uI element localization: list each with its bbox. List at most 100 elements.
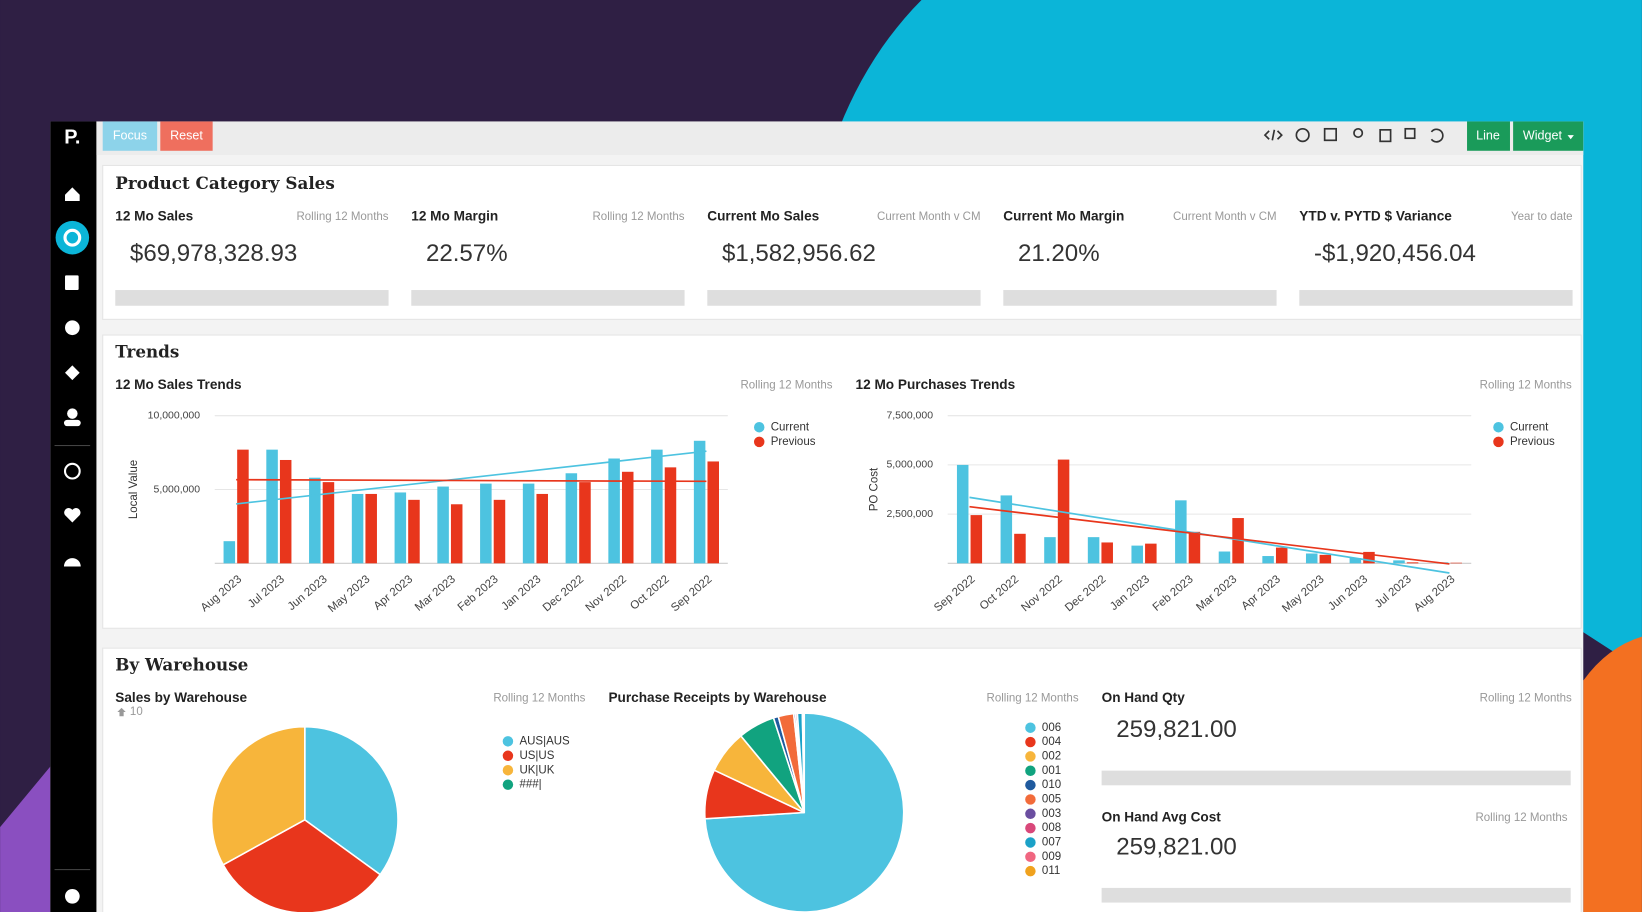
bar: [707, 461, 719, 564]
legend-label: UK|UK: [519, 764, 554, 776]
line-button-label[interactable]: Line: [1476, 128, 1500, 142]
bar: [309, 477, 321, 564]
legend-marker: [1493, 436, 1504, 448]
kpi-subtitle: Rolling 12 Months: [1480, 692, 1572, 704]
icon-dashboard[interactable]: [55, 220, 90, 255]
bar: [1232, 518, 1244, 564]
chart-subtitle: Rolling 12 Months: [493, 692, 585, 704]
focus-button[interactable]: [102, 121, 158, 151]
legend-label: 009: [1042, 851, 1061, 863]
kpi-title: 12 Mo Margin: [411, 208, 498, 223]
panel: [102, 334, 1582, 629]
icon-refresh[interactable]: [1430, 128, 1444, 143]
bar: [664, 467, 677, 564]
icon-history[interactable]: [63, 462, 81, 480]
bar: [1406, 562, 1419, 564]
icon-gauge[interactable]: [63, 558, 81, 567]
sidebar-divider: [54, 869, 91, 871]
widget-caret: [1567, 135, 1574, 140]
y-tick-label: 5,000,000: [886, 460, 933, 471]
bar: [1087, 537, 1100, 564]
legend-marker: [502, 779, 514, 790]
bar: [1262, 556, 1274, 564]
kpi-subtitle: Current Month v CM: [1173, 211, 1277, 223]
line-button[interactable]: [1467, 121, 1510, 151]
legend-marker: [1025, 865, 1036, 877]
bar: [322, 482, 335, 564]
kpi-bar: [1003, 290, 1277, 306]
kpi-subtitle: Rolling 12 Months: [593, 211, 685, 223]
legend-label: 010: [1042, 779, 1061, 791]
legend-marker: [1025, 779, 1036, 791]
kpi-subtitle: Rolling 12 Months: [1476, 812, 1568, 824]
kpi-value: 259,821.00: [1116, 716, 1237, 743]
section-title: Product Category Sales: [115, 173, 335, 193]
icon-info[interactable]: [65, 888, 80, 904]
icon-tags[interactable]: [65, 365, 80, 381]
kpi-value: $1,582,956.62: [722, 240, 876, 267]
legend-label: 007: [1042, 837, 1061, 849]
icon-code[interactable]: [1263, 129, 1283, 141]
legend-label: 004: [1042, 736, 1062, 748]
bar: [365, 493, 377, 564]
chart-title: Sales by Warehouse: [115, 690, 247, 705]
icon-print[interactable]: [1323, 127, 1337, 142]
pie-slice: [304, 725, 399, 876]
y-tick-label: 5,000,000: [154, 484, 201, 495]
trend-line: [236, 478, 707, 483]
y-axis-label: Local Value: [128, 460, 140, 519]
section-title: By Warehouse: [115, 654, 248, 674]
icon-trash[interactable]: [1379, 128, 1392, 143]
y-tick-label: 10,000,000: [148, 410, 201, 421]
icon-home[interactable]: [65, 187, 80, 202]
bar: [608, 458, 620, 564]
legend-label: 002: [1042, 750, 1061, 762]
icon-person[interactable]: [1353, 127, 1364, 139]
kpi-value: 259,821.00: [1116, 833, 1237, 860]
icon-favorites[interactable]: [64, 508, 81, 523]
kpi-subtitle: Year to date: [1511, 211, 1573, 223]
bar: [408, 499, 420, 564]
pie-slice: [210, 725, 306, 866]
kpi-bar: [411, 290, 685, 306]
reset-button[interactable]: [160, 121, 213, 151]
bar: [1188, 531, 1201, 564]
widget-button-label[interactable]: Widget: [1523, 128, 1563, 142]
icon-user-body: [63, 419, 81, 427]
bar: [1275, 547, 1288, 564]
icon-copy[interactable]: [1404, 127, 1416, 140]
icon-finance[interactable]: [65, 320, 80, 336]
icon-user[interactable]: [67, 408, 78, 419]
legend-marker: [502, 736, 514, 747]
reset-button-label[interactable]: Reset: [170, 128, 203, 142]
bar: [565, 473, 578, 564]
legend-marker: [1025, 808, 1036, 820]
legend-label: Current: [1510, 421, 1549, 433]
kpi-title: Current Mo Sales: [707, 208, 819, 223]
kpi-value: 22.57%: [426, 240, 508, 267]
bar: [1101, 542, 1113, 564]
kpi-bar: [115, 290, 389, 306]
legend-label: 011: [1042, 865, 1060, 877]
icon-reports[interactable]: [65, 275, 79, 291]
bar: [1131, 545, 1143, 564]
bar: [621, 471, 634, 564]
legend-marker: [1025, 736, 1036, 748]
sidebar-divider: [54, 445, 91, 447]
legend-label: Previous: [1510, 436, 1555, 448]
legend-label: AUS|AUS: [519, 735, 570, 747]
legend-label: 003: [1042, 808, 1061, 820]
sidebar-icons: [54, 187, 91, 904]
bar: [237, 449, 249, 564]
bg-shape-orange: [1583, 636, 1642, 912]
toolbar: [96, 121, 1584, 155]
icon-dashboard-glyph: [63, 228, 82, 247]
kpi-bar: [707, 290, 981, 306]
legend-marker: [753, 436, 765, 448]
bar: [1145, 543, 1157, 564]
icon-clock[interactable]: [1295, 127, 1310, 143]
focus-button-label[interactable]: Focus: [113, 128, 147, 142]
pie-slice: [802, 712, 806, 813]
bar: [693, 440, 706, 564]
